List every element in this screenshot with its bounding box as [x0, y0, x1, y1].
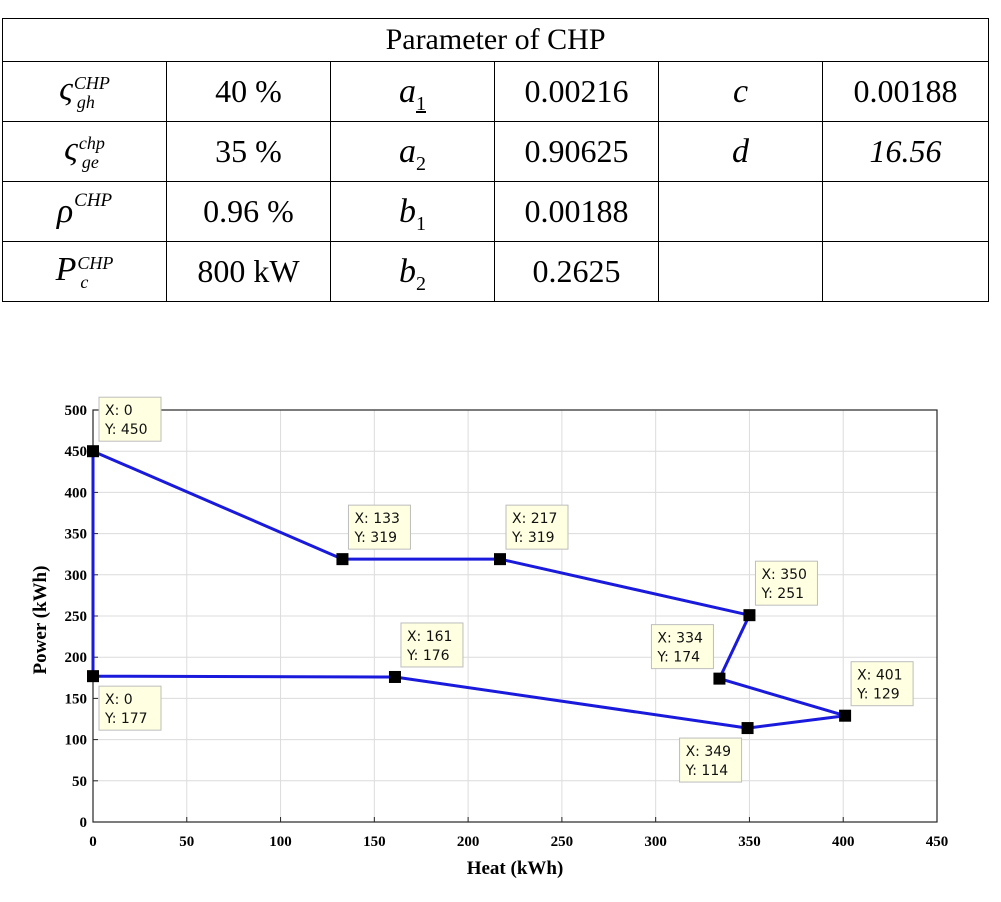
datatip-box: [679, 737, 743, 783]
datatip-y-label: Y: 177: [104, 711, 148, 727]
x-tick-label: 150: [363, 834, 386, 850]
param-value: 0.00216: [494, 61, 659, 122]
datatips: X: 0 Y: 450 X: 133 Y: 319 X: 217 Y: 319 X: 350…: [98, 396, 914, 783]
data-marker: [87, 670, 99, 683]
data-marker: [839, 709, 852, 722]
datatip-y-label: Y: 114: [685, 763, 729, 779]
y-tick-label: 150: [65, 691, 88, 707]
x-tick-label: 300: [644, 834, 667, 850]
param-symbol-b1: b1: [330, 181, 495, 242]
data-marker: [388, 670, 401, 683]
y-tick-label: 100: [65, 733, 88, 749]
y-tick-label: 250: [65, 609, 88, 625]
param-symbol-c: c: [658, 61, 823, 122]
chp-parameter-table: Parameter of CHP ς CHP gh 40 % a1 0.00216 …: [1, 18, 990, 302]
datatip-box: [98, 396, 162, 442]
datatip-y-label: Y: 319: [511, 530, 555, 546]
datatip-x-label: X: 401: [857, 668, 902, 684]
y-tick-label: 0: [80, 815, 88, 831]
empty-cell: [821, 181, 990, 242]
table-title: Parameter of CHP: [1, 18, 990, 62]
datatip-x-label: X: 0: [105, 403, 133, 419]
x-tick-label: 0: [89, 834, 97, 850]
x-tick-label: 450: [926, 834, 949, 850]
param-symbol-a2: a2: [330, 121, 495, 182]
data-marker: [87, 445, 99, 458]
x-tick-label: 350: [738, 834, 761, 850]
data-marker: [741, 722, 754, 735]
y-axis-title: Power (kWh): [30, 566, 51, 675]
data-marker: [713, 672, 726, 685]
y-tick-label: 350: [65, 527, 88, 543]
x-tick-label: 200: [457, 834, 480, 850]
data-markers: [87, 445, 852, 735]
datatip-box: [650, 624, 714, 670]
x-tick-label: 400: [832, 834, 855, 850]
data-marker: [493, 553, 506, 566]
y-tick-label: 400: [65, 485, 88, 501]
x-tick-label: 250: [551, 834, 574, 850]
datatip-x-label: X: 334: [657, 631, 703, 647]
param-value: 800 kW: [166, 241, 331, 302]
datatip-y-label: Y: 319: [353, 530, 397, 546]
datatip-y-label: Y: 251: [760, 586, 804, 602]
grid: [92, 409, 938, 823]
datatip-x-label: X: 217: [512, 511, 557, 527]
datatip-box: [347, 504, 411, 550]
datatip-box: [850, 661, 914, 707]
param-symbol-d: d: [658, 121, 823, 182]
datatip-x-label: X: 161: [407, 629, 452, 645]
datatip-x-label: X: 0: [105, 692, 133, 708]
datatip-x-label: X: 350: [761, 567, 806, 583]
empty-cell: [821, 241, 990, 302]
data-marker: [743, 609, 756, 622]
table-row: P CHP c 800 kW b2 0.2625: [2, 241, 990, 302]
y-tick-label: 500: [65, 403, 88, 419]
datatip-y-label: Y: 174: [656, 650, 700, 666]
x-tick-label: 100: [269, 834, 292, 850]
param-value: 16.56: [821, 121, 990, 182]
param-value: 0.00188: [821, 61, 990, 122]
x-axis-title: Heat (kWh): [467, 858, 564, 879]
y-tick-label: 450: [65, 444, 88, 460]
datatip-x-label: X: 349: [686, 744, 731, 760]
param-symbol-efficiency-electric: ς chp ge: [2, 121, 167, 182]
x-tick-label: 50: [179, 834, 194, 850]
param-symbol-efficiency-heat: ς CHP gh: [2, 61, 167, 122]
operating-region-line: [91, 449, 847, 730]
data-marker: [336, 553, 349, 566]
empty-cell: [658, 181, 823, 242]
param-value: 0.2625: [494, 241, 659, 302]
table-row: ς CHP gh 40 % a1 0.00216 c 0.00188: [2, 61, 990, 122]
datatip-y-label: Y: 129: [856, 687, 900, 703]
param-value: 0.00188: [494, 181, 659, 242]
datatip-box: [400, 622, 464, 668]
table-row: ς chp ge 35 % a2 0.90625 d 16.56: [2, 121, 990, 182]
y-tick-label: 300: [65, 568, 88, 584]
datatip-box: [98, 685, 162, 731]
datatip-y-label: Y: 450: [104, 422, 148, 438]
y-tick-label: 50: [72, 774, 87, 790]
param-symbol-rho: ρCHP: [2, 181, 167, 242]
axis-ticks: 0 50 100 150 200 250 300 350 400 450 0 50 100 150 200 2…: [65, 403, 949, 850]
datatip-box: [754, 560, 818, 606]
datatip-box: [505, 504, 569, 550]
datatip-x-label: X: 133: [354, 511, 399, 527]
y-tick-label: 200: [65, 650, 88, 666]
datatip-y-label: Y: 176: [406, 648, 450, 664]
